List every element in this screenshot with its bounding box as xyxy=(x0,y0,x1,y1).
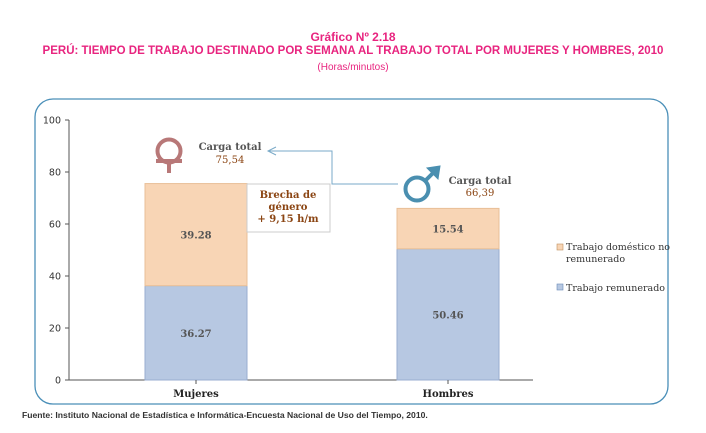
source-note: Fuente: Instituto Nacional de Estadístic… xyxy=(22,410,428,420)
y-ticks: 0 20 40 60 80 100 xyxy=(43,116,69,387)
legend-label-domestico-2: remunerado xyxy=(566,254,625,265)
data-label: 15.54 xyxy=(432,225,463,236)
legend-swatch-domestico xyxy=(556,243,564,251)
male-icon xyxy=(403,165,441,203)
bars: 36.27 39.28 50.46 15.54 xyxy=(144,183,500,381)
brecha-callout-box xyxy=(246,183,331,233)
x-labels: Mujeres Hombres xyxy=(173,380,474,400)
chart-title: PERÚ: TIEMPO DE TRABAJO DESTINADO POR SE… xyxy=(42,45,664,57)
x-tick-label: Mujeres xyxy=(173,389,219,400)
y-tick-label: 0 xyxy=(55,376,61,387)
legend-swatch-remunerado xyxy=(556,283,564,291)
brecha-line-3: + 9,15 h/m xyxy=(257,214,319,225)
legend-label-domestico-1: Trabajo doméstico no xyxy=(566,242,670,253)
bar-segment xyxy=(144,183,248,287)
y-tick-label: 100 xyxy=(43,116,61,127)
y-tick-label: 60 xyxy=(49,220,61,231)
figure-number: Gráfico Nº 2.18 xyxy=(310,30,396,44)
y-tick-label: 40 xyxy=(49,272,61,283)
carga-total-mujeres-value: 75,54 xyxy=(216,155,245,166)
brecha-line-1: Brecha de xyxy=(260,190,317,201)
female-icon xyxy=(155,137,183,173)
carga-total-hombres-label: Carga total xyxy=(449,176,512,187)
x-tick-label: Hombres xyxy=(423,389,474,400)
chart-units: (Horas/minutos) xyxy=(317,62,389,73)
carga-connector-arrow xyxy=(266,146,398,185)
y-tick-label: 80 xyxy=(49,168,61,179)
carga-total-mujeres-label: Carga total xyxy=(199,142,262,153)
data-label: 36.27 xyxy=(180,329,211,340)
y-tick-label: 20 xyxy=(49,324,61,335)
bar-segment xyxy=(144,285,248,381)
bar-segment xyxy=(396,207,500,250)
legend-label-remunerado: Trabajo remunerado xyxy=(566,283,665,294)
data-label: 50.46 xyxy=(432,310,463,321)
data-label: 39.28 xyxy=(180,231,211,242)
carga-total-hombres-value: 66,39 xyxy=(466,188,495,199)
brecha-line-2: género xyxy=(269,202,308,213)
